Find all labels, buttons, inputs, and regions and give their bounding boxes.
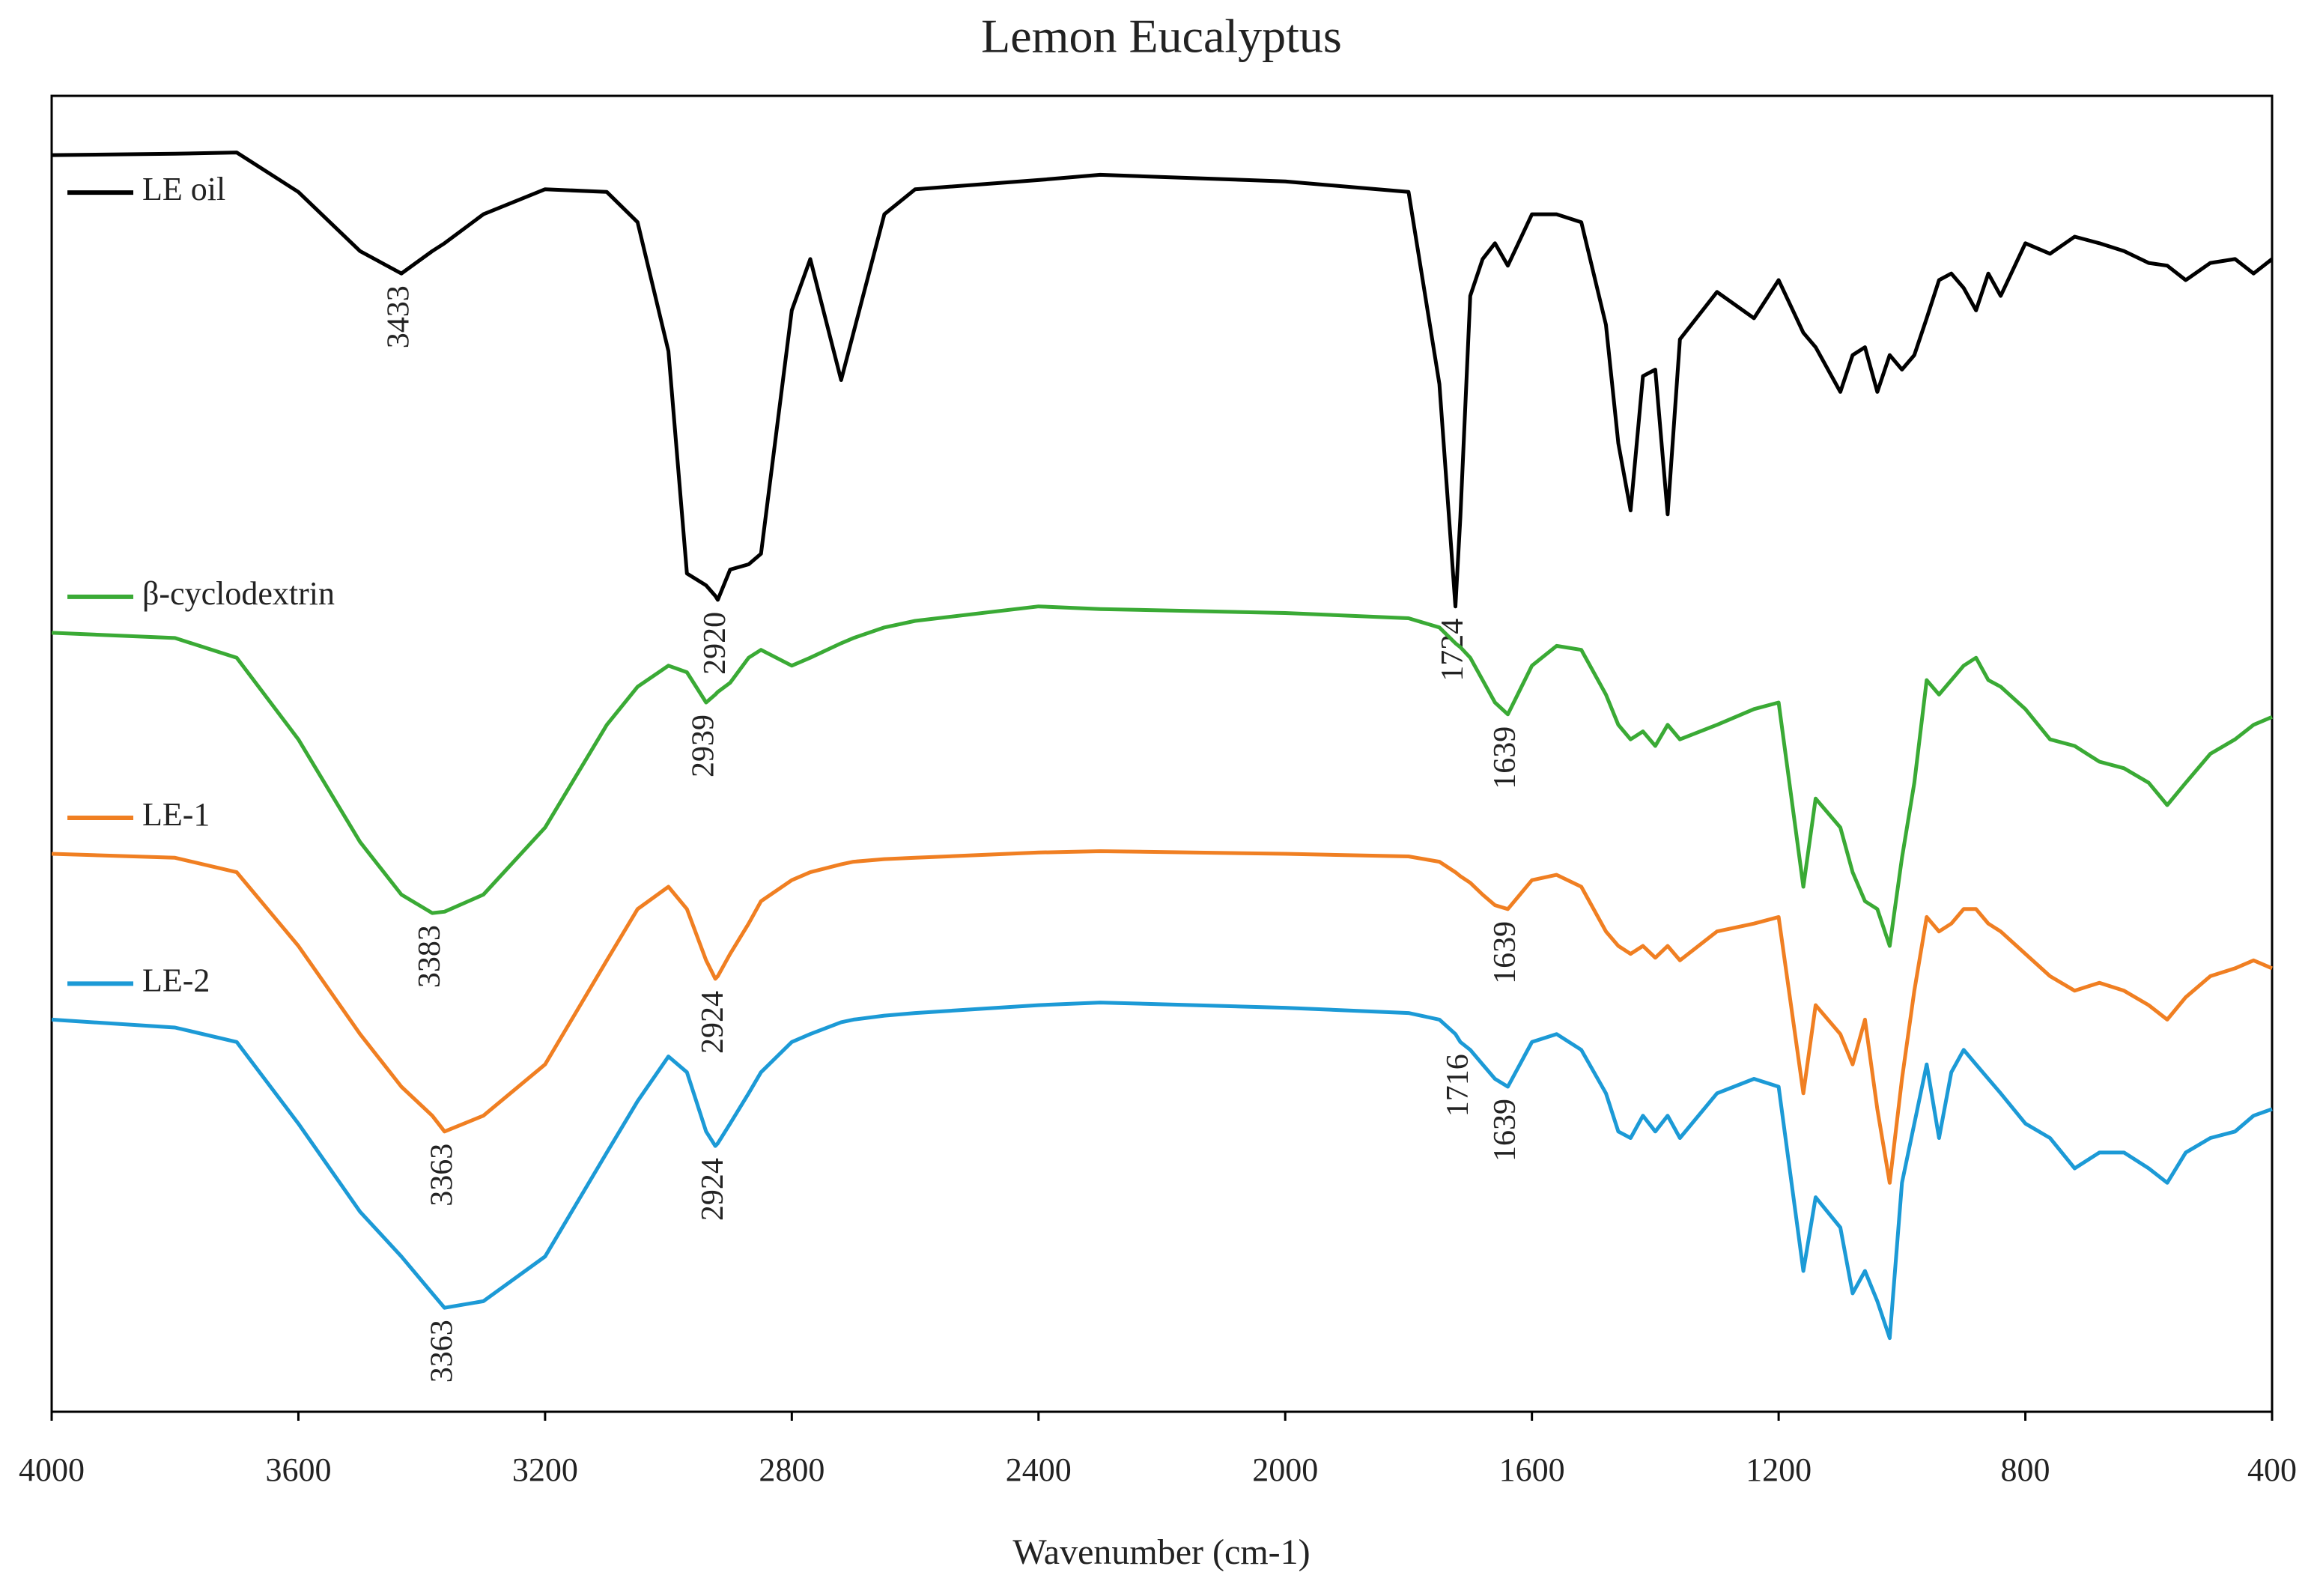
x-tick-label: 4000	[19, 1451, 85, 1488]
peak-label: 3433	[382, 285, 416, 348]
peak-label: 3363	[425, 1144, 459, 1207]
peak-label: 2924	[696, 1158, 730, 1221]
x-tick-label: 400	[2247, 1451, 2297, 1488]
legend-label: LE oil	[142, 171, 225, 207]
plot-frame	[50, 94, 2274, 1413]
x-tick-label: 3200	[512, 1451, 578, 1488]
spectrum-line	[51, 151, 2274, 609]
spectrum-line	[51, 604, 2273, 948]
legend-label: LE-2	[142, 962, 210, 999]
peak-label: 3383	[413, 925, 447, 988]
x-tick-label: 2000	[1252, 1451, 1318, 1488]
peak-label: 1639	[1488, 1099, 1522, 1162]
spectrum-line	[51, 1001, 2273, 1341]
x-tick-label: 2800	[759, 1451, 825, 1488]
x-axis-label: Wavenumber (cm-1)	[1012, 1532, 1310, 1572]
peak-label: 1639	[1488, 726, 1522, 789]
peak-label: 1639	[1488, 921, 1522, 984]
legend-label: β-cyclodextrin	[142, 575, 335, 612]
x-tick-label: 800	[2001, 1451, 2050, 1488]
x-tick-label: 1200	[1746, 1451, 1812, 1488]
peak-label: 2920	[698, 612, 732, 675]
peak-label: 2939	[686, 714, 720, 777]
peak-label: 3363	[425, 1320, 459, 1383]
peak-label: 2924	[696, 991, 730, 1054]
chart-title: Lemon Eucalyptus	[981, 10, 1342, 63]
x-tick-label: 3600	[265, 1451, 331, 1488]
x-tick-label: 1600	[1499, 1451, 1565, 1488]
x-tick-label: 2400	[1006, 1451, 1072, 1488]
spectrum-line	[51, 849, 2273, 1185]
peak-label: 1716	[1441, 1054, 1475, 1117]
legend-label: LE-1	[142, 796, 210, 833]
